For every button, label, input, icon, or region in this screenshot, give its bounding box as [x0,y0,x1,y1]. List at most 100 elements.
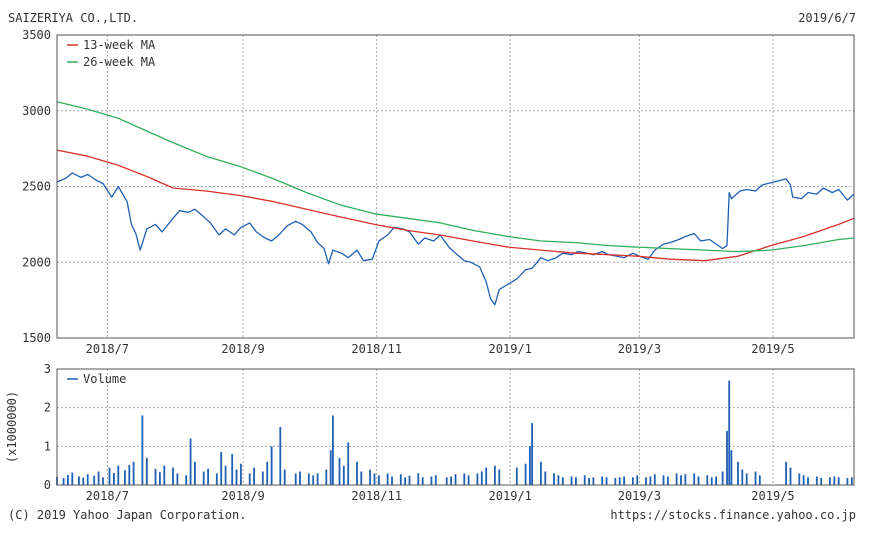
volume-bar [78,476,80,485]
volume-bar [97,471,100,485]
volume-bar [399,474,402,485]
volume-bar [807,477,809,485]
legend-label-volume: Volume [83,372,126,386]
volume-bar [846,478,849,485]
volume-bar [445,477,448,485]
volume-bar [67,474,69,485]
volume-bar [837,477,840,485]
volume-bar [623,476,625,485]
volume-bar [802,475,805,485]
copyright-text: (C) 2019 Yahoo Japan Corporation. [8,508,246,522]
volume-bar [434,475,437,485]
volume-bar [283,469,286,485]
volume-bar [189,438,192,485]
volume-bar [270,446,273,485]
volume-bar [185,475,188,485]
volume-bar [592,477,595,485]
volume-bar [279,427,282,485]
y-tick-label: 0 [44,478,51,492]
volume-bar [758,475,761,485]
volume-bar [294,473,297,485]
volume-bar [741,469,744,485]
volume-bar [417,473,420,485]
volume-bar [307,473,310,485]
volume-bar [71,472,74,485]
volume-bar [667,476,669,485]
volume-bar [224,465,227,485]
volume-bar [730,450,733,485]
volume-bar [715,476,717,485]
volume-bar [124,470,126,485]
y-tick-label: 2 [44,401,51,415]
volume-bar [684,474,687,485]
volume-bar [220,452,223,485]
volume-bar [421,477,424,485]
volume-bar [194,461,196,485]
volume-bar [524,463,527,485]
volume-bar [316,473,319,485]
x-tick-label: 2019/3 [618,342,661,356]
volume-bar [789,467,792,485]
volume-bar [557,475,560,485]
chart-date: 2019/6/7 [798,11,856,25]
plot-area [57,369,854,485]
volume-bar [815,476,818,485]
legend-label-ma26: 26-week MA [83,55,156,69]
source-url[interactable]: https://stocks.finance.yahoo.co.jp [610,508,856,522]
plot-frame [56,34,855,339]
x-tick-label: 2018/7 [86,489,129,503]
volume-bar [754,471,757,485]
x-tick-label: 2018/9 [221,342,264,356]
volume-bar [202,471,205,485]
volume-bar [454,474,457,485]
volume-bar [62,478,65,485]
volume-bar [108,467,111,485]
volume-panel: 0 1 2 3 2018/7 2018/9 2018/11 2019/1 2019/3 2019/… [5,362,855,503]
volume-bar [430,476,433,485]
volume-bar [117,465,120,485]
volume-axis-label: (x1000000) [5,391,19,463]
volume-bar [601,476,604,485]
volume-bar [154,468,157,485]
volume-bar [145,457,148,485]
plot-frame [56,368,855,486]
volume-bar [163,465,166,485]
volume-bar [480,471,483,485]
volume-bar [515,467,518,485]
volume-bar [253,467,255,485]
volume-bar [833,476,836,485]
volume-bar [391,476,393,485]
volume-bar [737,461,739,485]
volume-bar [113,473,115,485]
volume-bar [467,475,470,485]
volume-bar [450,476,452,485]
volume-bar [240,463,242,485]
volume-bar [93,475,96,485]
volume-bar [632,477,634,485]
volume-bar [570,476,573,485]
y-tick-label: 3000 [22,104,51,118]
volume-bar [561,477,564,485]
volume-bar [728,380,731,485]
volume-bar [531,423,533,485]
volume-bar [614,478,617,485]
volume-bar [706,475,709,485]
volume-bar [675,473,678,485]
series-line-price [56,172,855,306]
volume-bar [404,477,406,485]
volume-bar [172,467,174,485]
x-tick-label: 2019/5 [751,489,794,503]
volume-bar [726,430,728,485]
volume-bar [693,473,696,485]
volume-bar [261,471,264,485]
volume-bar [745,473,748,485]
volume-bar [86,474,89,485]
volume-bar [360,471,363,485]
legend-label-ma13: 13-week MA [83,38,156,52]
volume-bar [540,461,542,485]
volume-bar [649,476,652,485]
volume-bar [132,461,135,485]
volume-bar [325,469,328,485]
volume-bar [215,473,218,485]
volume-bar [588,478,590,485]
